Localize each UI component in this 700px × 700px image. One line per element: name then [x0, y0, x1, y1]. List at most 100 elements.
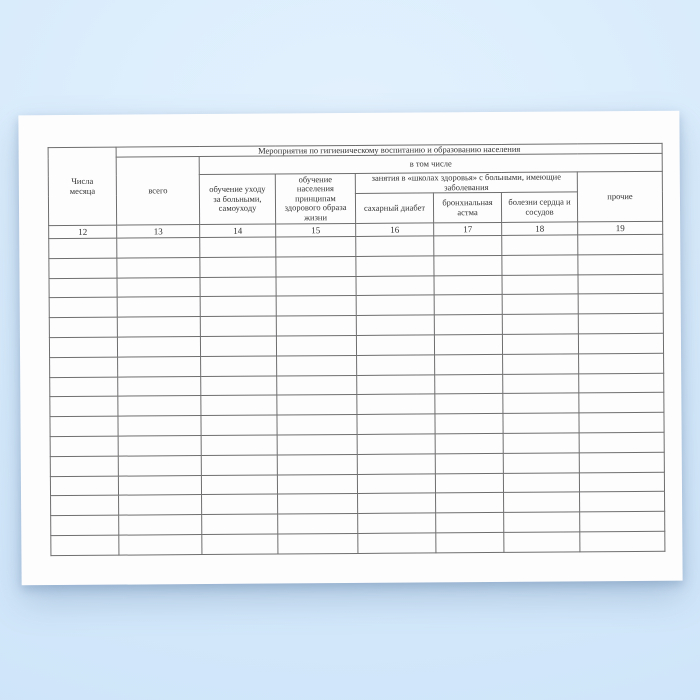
body-cell: [49, 356, 118, 378]
body-cell: [356, 374, 435, 395]
body-cell: [117, 356, 201, 377]
body-cell: [49, 396, 118, 417]
body-cell: [276, 276, 357, 297]
table-body: [48, 234, 666, 556]
body-cell: [201, 533, 278, 555]
body-cell: [49, 277, 118, 299]
body-cell: [276, 394, 357, 416]
body-cell: [276, 414, 358, 436]
body-cell: [503, 512, 580, 533]
body-cell: [579, 432, 665, 453]
body-cell: [577, 273, 664, 295]
body-cell: [434, 374, 503, 395]
body-cell: [117, 296, 201, 318]
body-cell: [200, 415, 278, 436]
body-cell: [199, 256, 277, 278]
body-cell: [578, 372, 664, 394]
column-number-12: 12: [48, 225, 117, 239]
body-cell: [355, 235, 434, 257]
column-number-14: 14: [199, 224, 276, 238]
body-cell: [200, 355, 277, 377]
col-header-bronhialnaya-astma: бронхиальная астма: [433, 192, 502, 223]
body-cell: [434, 413, 504, 434]
body-cell: [50, 515, 119, 536]
body-cell: [276, 335, 357, 356]
body-cell: [200, 375, 277, 396]
body-cell: [503, 432, 580, 454]
body-cell: [501, 274, 579, 295]
body-cell: [579, 452, 665, 473]
body-cell: [118, 514, 202, 536]
body-cell: [118, 475, 202, 496]
body-cell: [117, 277, 201, 298]
body-cell: [201, 454, 278, 476]
body-cell: [579, 531, 666, 552]
body-cell: [577, 234, 663, 255]
body-cell: [275, 236, 356, 257]
body-cell: [435, 433, 504, 454]
body-cell: [49, 297, 118, 318]
table-header: Числа месяца Мероприятия по гигиеническо…: [48, 143, 663, 239]
body-cell: [434, 294, 503, 316]
body-cell: [200, 395, 277, 416]
body-cell: [277, 434, 358, 455]
journal-table: Числа месяца Мероприятия по гигиеническо…: [48, 143, 666, 556]
col-header-saharny-diabet: сахарный диабет: [355, 192, 434, 224]
body-cell: [433, 255, 502, 276]
body-cell: [502, 333, 579, 355]
body-cell: [356, 315, 435, 336]
body-cell: [502, 393, 579, 414]
body-cell: [117, 415, 202, 437]
body-cell: [50, 475, 119, 496]
column-number-18: 18: [501, 221, 578, 236]
body-cell: [357, 532, 436, 554]
body-cell: [502, 294, 579, 315]
body-cell: [49, 337, 118, 358]
body-cell: [501, 254, 578, 276]
body-cell: [277, 513, 358, 534]
body-cell: [503, 472, 580, 493]
body-cell: [578, 313, 664, 334]
body-cell: [578, 412, 665, 433]
col-header-vsego: всего: [116, 156, 200, 226]
body-cell: [356, 334, 435, 356]
body-cell: [49, 317, 118, 338]
body-cell: [501, 234, 578, 256]
body-cell: [357, 453, 436, 475]
body-cell: [357, 473, 436, 494]
column-number-16: 16: [355, 222, 434, 237]
body-cell: [356, 295, 435, 316]
column-number-13: 13: [116, 224, 200, 239]
body-cell: [277, 474, 358, 495]
body-cell: [201, 474, 278, 495]
body-cell: [276, 315, 357, 337]
body-cell: [502, 373, 579, 394]
body-cell: [578, 353, 664, 374]
body-cell: [50, 455, 119, 477]
col-header-chisla-mesyatsa: Числа месяца: [48, 147, 117, 226]
table-row: [50, 531, 666, 556]
body-cell: [356, 394, 435, 415]
body-cell: [579, 511, 665, 532]
body-cell: [356, 354, 435, 376]
body-cell: [117, 376, 201, 397]
body-cell: [434, 314, 503, 335]
body-cell: [48, 238, 117, 259]
body-cell: [199, 237, 276, 258]
body-cell: [435, 492, 504, 514]
column-number-19: 19: [577, 221, 663, 235]
body-cell: [357, 513, 436, 534]
body-cell: [50, 436, 119, 457]
column-number-17: 17: [433, 222, 502, 236]
body-cell: [117, 395, 201, 417]
paper: Числа месяца Мероприятия по гигиеническо…: [18, 110, 683, 586]
body-cell: [434, 393, 503, 415]
body-cell: [116, 257, 201, 278]
body-cell: [50, 535, 119, 556]
body-cell: [578, 392, 665, 414]
body-cell: [200, 276, 277, 297]
body-cell: [434, 334, 503, 355]
body-cell: [48, 257, 118, 279]
body-cell: [579, 491, 665, 513]
